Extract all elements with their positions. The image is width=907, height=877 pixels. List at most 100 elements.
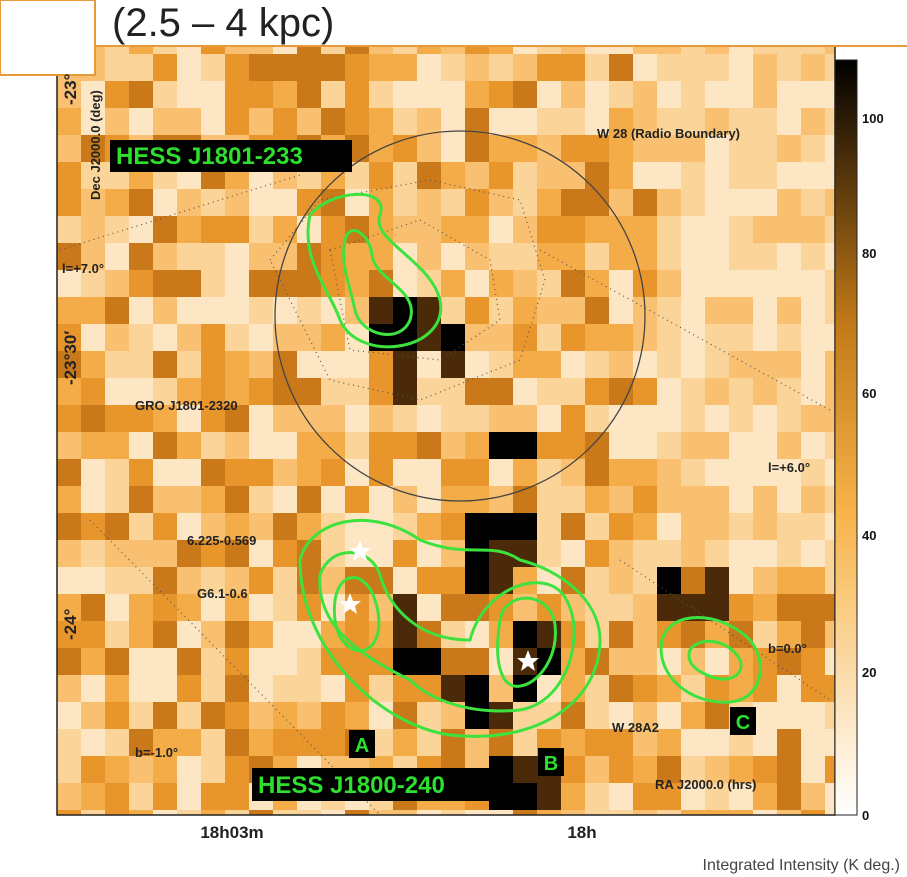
map-cell (513, 297, 537, 324)
map-cell (321, 216, 345, 243)
map-cell (633, 459, 657, 486)
map-cell (609, 243, 633, 270)
map-cell (249, 189, 273, 216)
map-cell (777, 243, 801, 270)
map-cell (105, 270, 129, 297)
map-cell (657, 405, 681, 432)
map-cell (465, 567, 489, 594)
map-cell (393, 405, 417, 432)
map-cell (225, 297, 249, 324)
map-cell (225, 648, 249, 675)
map-cell (345, 486, 369, 513)
map-cell (561, 324, 585, 351)
map-cell (753, 216, 777, 243)
map-cell (753, 270, 777, 297)
map-cell (225, 756, 249, 783)
map-cell (225, 783, 249, 810)
map-cell (417, 162, 441, 189)
map-cell (513, 459, 537, 486)
map-cell (537, 810, 561, 837)
map-cell (777, 108, 801, 135)
map-cell (321, 270, 345, 297)
map-cell (81, 486, 105, 513)
map-cell (753, 297, 777, 324)
map-cell (81, 513, 105, 540)
map-cell (273, 54, 297, 81)
map-cell (321, 81, 345, 108)
map-cell (369, 378, 393, 405)
map-cell (633, 756, 657, 783)
map-cell (489, 621, 513, 648)
map-cell (201, 81, 225, 108)
map-cell (801, 243, 825, 270)
map-cell (753, 513, 777, 540)
map-cell (705, 216, 729, 243)
map-cell (681, 270, 705, 297)
map-cell (57, 702, 81, 729)
map-cell (489, 459, 513, 486)
map-cell (633, 540, 657, 567)
map-cell (321, 351, 345, 378)
map-cell (801, 729, 825, 756)
map-cell (729, 405, 753, 432)
map-cell (81, 324, 105, 351)
map-cell (321, 243, 345, 270)
map-cell (609, 810, 633, 837)
map-cell (393, 54, 417, 81)
map-cell (441, 162, 465, 189)
map-cell (657, 675, 681, 702)
map-cell (537, 621, 561, 648)
map-cell (345, 567, 369, 594)
map-cell (441, 648, 465, 675)
source-label: HESS J1801-233 (116, 143, 303, 170)
map-cell (585, 270, 609, 297)
map-cell (201, 486, 225, 513)
map-cell (465, 648, 489, 675)
map-cell (777, 432, 801, 459)
map-cell (81, 540, 105, 567)
map-cell (249, 486, 273, 513)
map-cell (177, 108, 201, 135)
map-cell (657, 351, 681, 378)
map-cell (801, 405, 825, 432)
map-cell (777, 216, 801, 243)
map-cell (561, 81, 585, 108)
map-cell (777, 324, 801, 351)
map-cell (729, 567, 753, 594)
map-cell (561, 378, 585, 405)
map-cell (273, 702, 297, 729)
map-cell (249, 567, 273, 594)
map-cell (561, 135, 585, 162)
map-cell (465, 216, 489, 243)
map-cell (225, 189, 249, 216)
map-cell (249, 378, 273, 405)
map-cell (57, 216, 81, 243)
map-cell (441, 459, 465, 486)
map-cell (249, 216, 273, 243)
map-cell (633, 432, 657, 459)
map-cell (657, 513, 681, 540)
map-cell (129, 459, 153, 486)
map-cell (801, 108, 825, 135)
map-cell (465, 513, 489, 540)
colorbar-label: 60 (862, 386, 876, 401)
map-cell (57, 783, 81, 810)
map-cell (585, 324, 609, 351)
map-cell (609, 567, 633, 594)
map-cell (273, 810, 297, 837)
map-cell (177, 702, 201, 729)
map-cell (249, 243, 273, 270)
map-cell (393, 729, 417, 756)
inset-box (0, 0, 95, 75)
map-cell (201, 729, 225, 756)
map-cell (105, 756, 129, 783)
map-cell (513, 270, 537, 297)
map-cell (753, 405, 777, 432)
map-cell (465, 540, 489, 567)
map-cell (225, 675, 249, 702)
map-cell (441, 270, 465, 297)
map-cell (345, 648, 369, 675)
map-cell (801, 324, 825, 351)
map-cell (273, 675, 297, 702)
map-cell (753, 675, 777, 702)
